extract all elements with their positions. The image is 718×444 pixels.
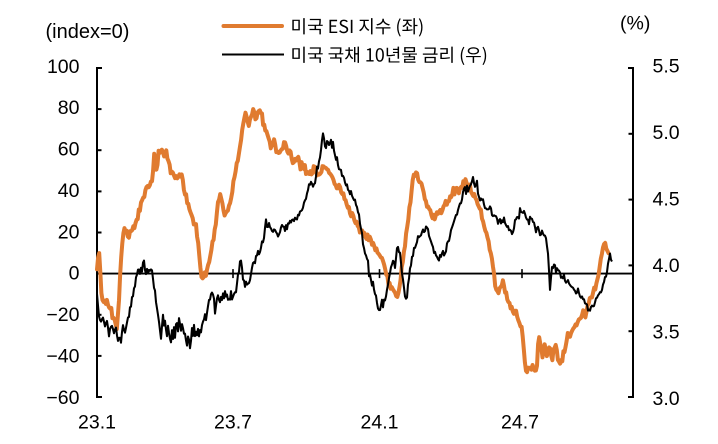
svg-text:5.0: 5.0 [653,122,680,144]
svg-text:−60: −60 [46,387,79,409]
svg-text:5.5: 5.5 [653,56,680,78]
svg-text:23.1: 23.1 [78,412,116,434]
svg-text:(index=0): (index=0) [46,21,130,43]
svg-text:60: 60 [58,139,80,161]
svg-text:20: 20 [58,221,80,243]
svg-text:24.1: 24.1 [361,412,399,434]
svg-text:80: 80 [58,97,80,119]
svg-text:4.0: 4.0 [653,255,680,277]
svg-text:24.7: 24.7 [501,412,539,434]
svg-text:(%): (%) [620,13,650,35]
svg-text:0: 0 [69,263,80,285]
svg-text:23.7: 23.7 [214,412,252,434]
svg-text:4.5: 4.5 [653,189,680,211]
svg-text:40: 40 [58,180,80,202]
svg-text:−20: −20 [46,304,79,326]
svg-text:3.5: 3.5 [653,321,680,343]
svg-text:100: 100 [47,56,80,78]
svg-text:−40: −40 [46,345,79,367]
svg-text:3.0: 3.0 [653,388,680,410]
